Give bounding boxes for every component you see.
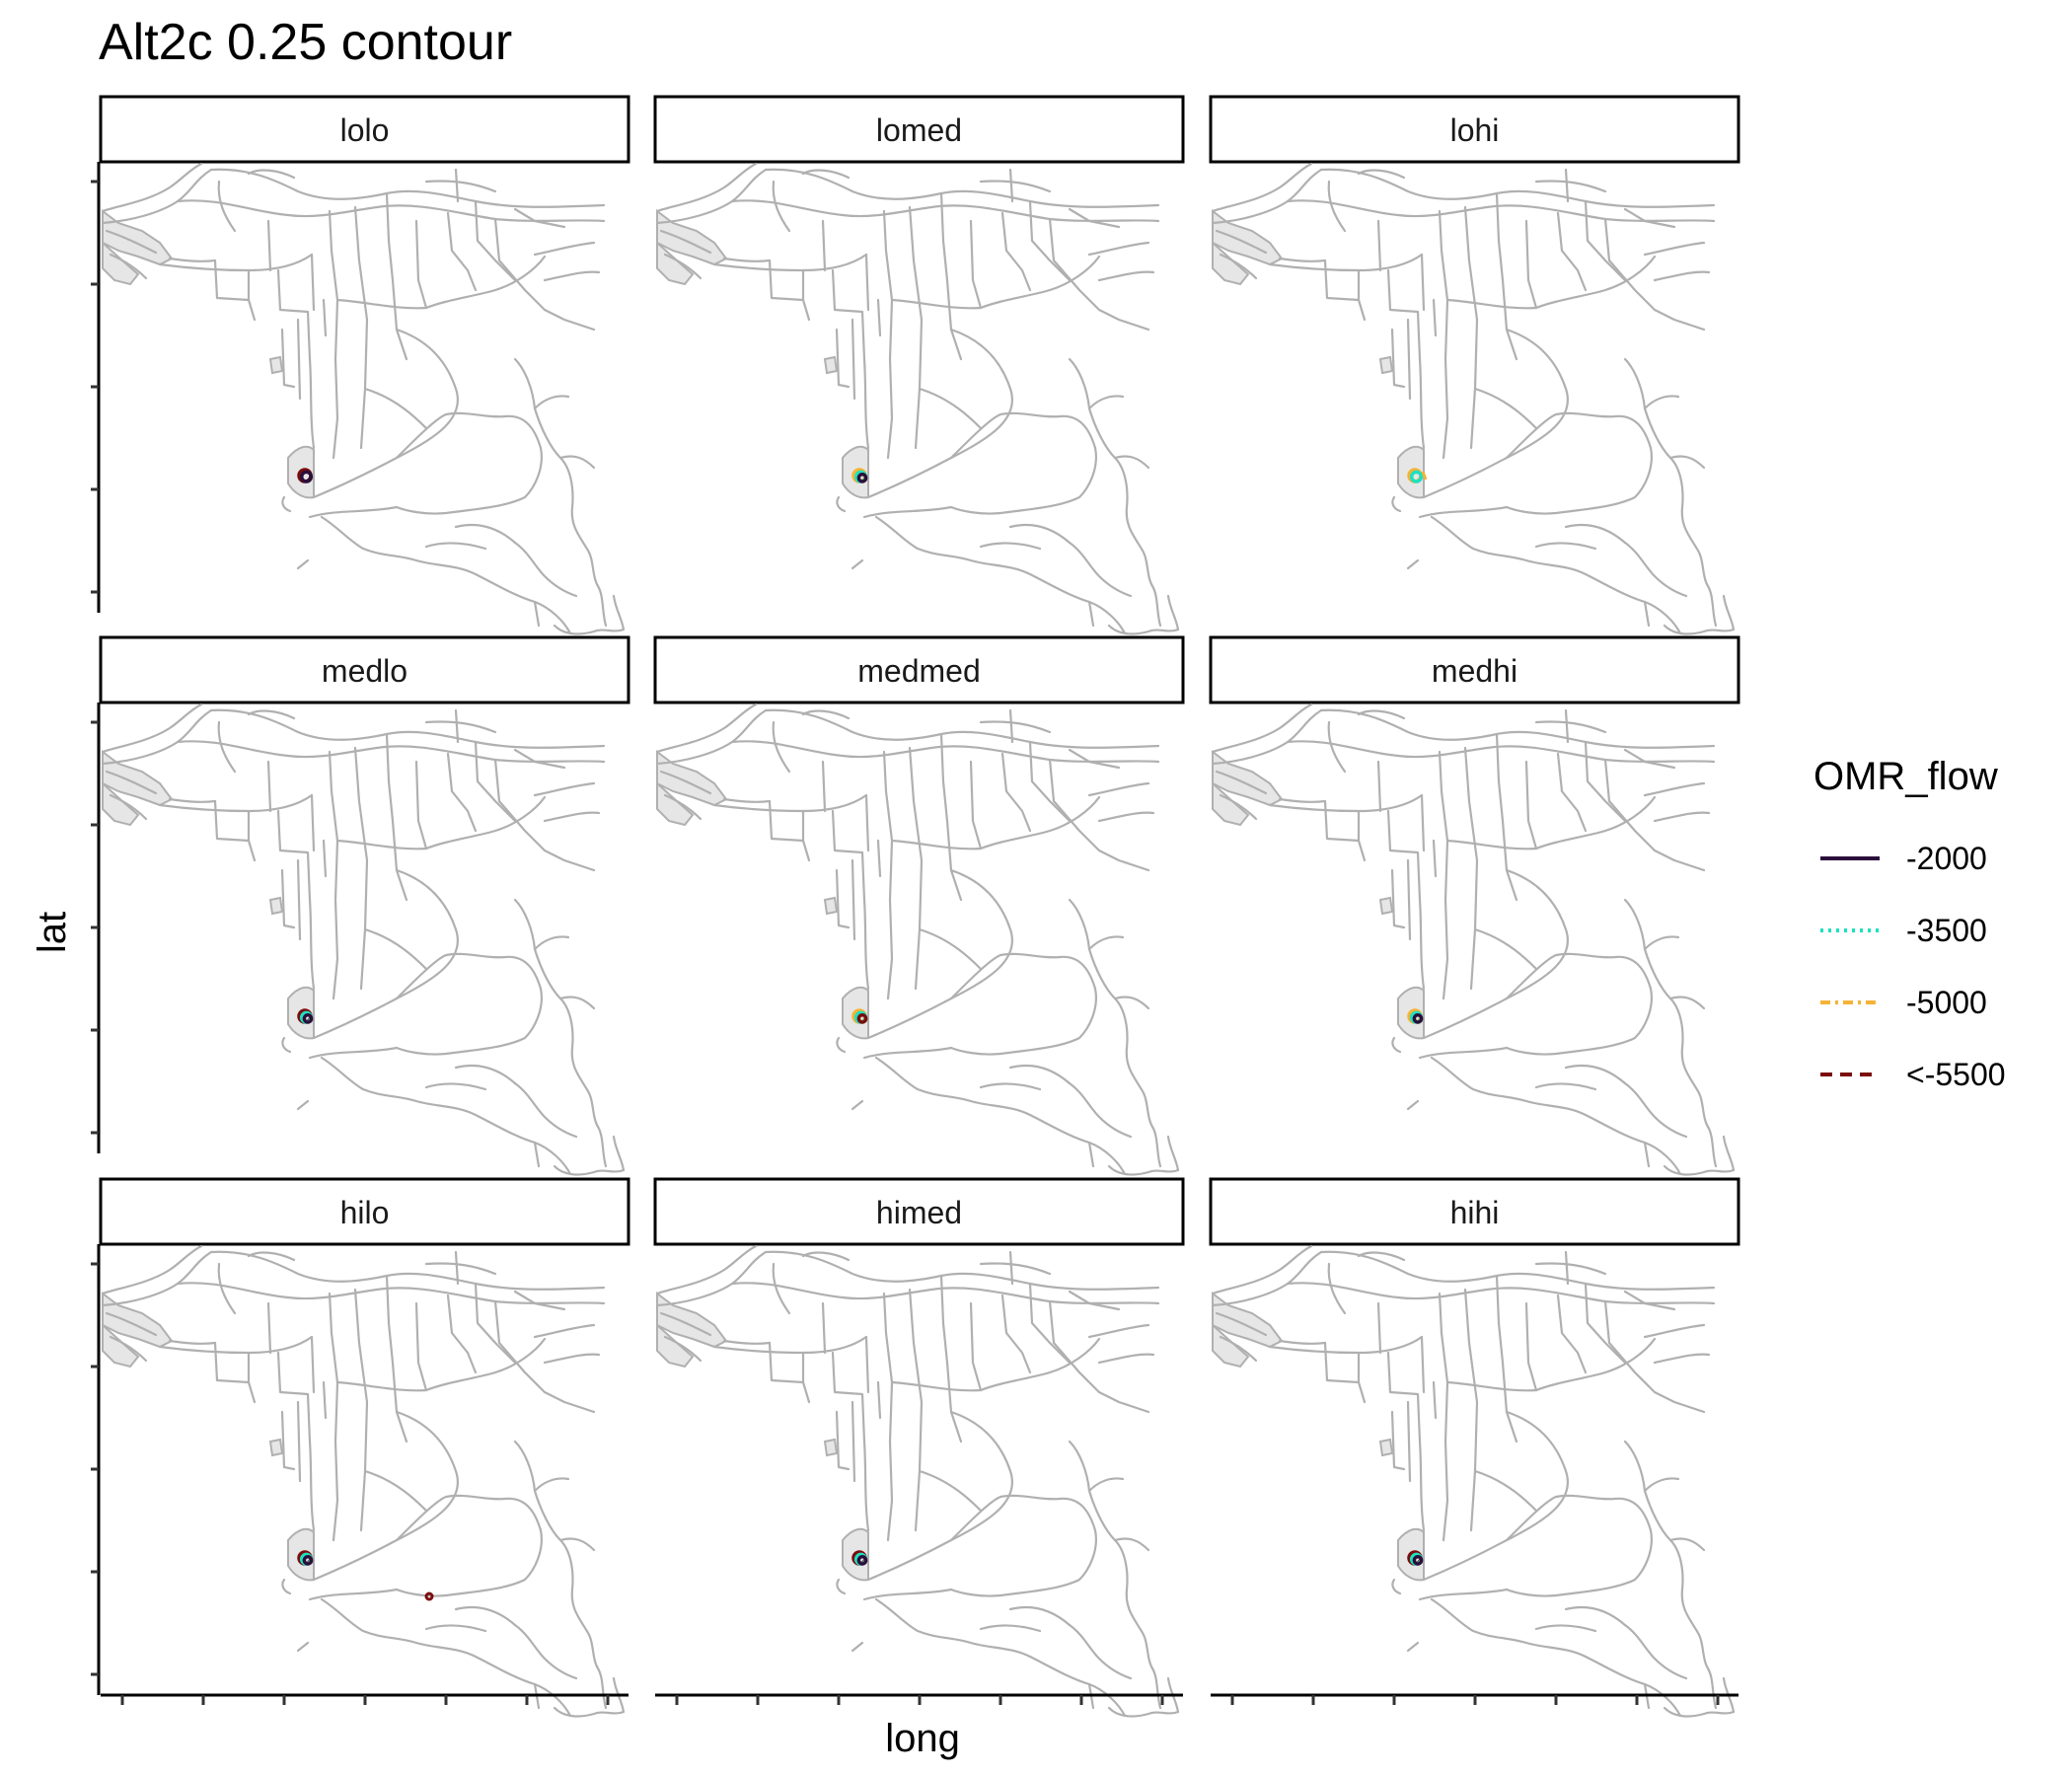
- facet-strip-label: lolo: [340, 112, 390, 148]
- legend-label: -3500: [1906, 913, 1987, 948]
- facet-panel: lohi: [1209, 95, 1740, 635]
- contour-mark: [856, 1013, 868, 1024]
- contour-mark: [1409, 470, 1424, 483]
- facet-strip-label: himed: [876, 1195, 962, 1230]
- facet-strip-label: lohi: [1450, 112, 1500, 148]
- facet-strip-label: lomed: [876, 112, 962, 148]
- facet-strip-label: medlo: [322, 653, 407, 689]
- legend-label: <-5500: [1906, 1057, 2006, 1092]
- delta-basemap: [1211, 162, 1736, 635]
- contour-mark: [299, 470, 314, 483]
- contour-mark: [302, 1013, 314, 1024]
- contour-mark: [1412, 1555, 1424, 1566]
- facet-strip-label: medmed: [857, 653, 981, 689]
- facet-strip: [99, 635, 630, 704]
- facet-panel: medlo: [91, 635, 630, 1176]
- delta-basemap: [655, 162, 1180, 635]
- delta-basemap: [1211, 1244, 1736, 1718]
- delta-basemap: [101, 703, 626, 1176]
- contour-mark: [856, 1555, 868, 1566]
- facet-panel: medhi: [1209, 635, 1740, 1176]
- legend-title: OMR_flow: [1813, 755, 1998, 798]
- facet-strip: [1209, 635, 1740, 704]
- facet-panel: hilo: [91, 1177, 630, 1718]
- legend-label: -5000: [1906, 985, 1987, 1020]
- facet-strip: [1209, 95, 1740, 164]
- facet-panel: lomed: [653, 95, 1185, 635]
- legend: OMR_flow -2000 -3500 -5000 <-5500: [1813, 755, 2006, 1092]
- contour-mark: [856, 473, 868, 483]
- facet-panel: medmed: [653, 635, 1185, 1176]
- contour-mark: [1421, 471, 1428, 481]
- facet-strip-label: hihi: [1450, 1195, 1500, 1230]
- delta-basemap: [101, 1244, 626, 1718]
- legend-label: -2000: [1906, 841, 1987, 876]
- x-axis-title: long: [885, 1717, 960, 1760]
- contour-mark: [424, 1591, 434, 1601]
- contour-mark: [1412, 1013, 1424, 1024]
- facet-strip: [1209, 1177, 1740, 1246]
- y-axis-title: lat: [31, 912, 74, 953]
- facet-strip-label: medhi: [1432, 653, 1517, 689]
- contour-mark: [302, 1555, 314, 1566]
- facet-strip: [99, 95, 630, 164]
- facet-strip-label: hilo: [340, 1195, 390, 1230]
- chart-title: Alt2c 0.25 contour: [99, 14, 512, 71]
- delta-basemap: [655, 703, 1180, 1176]
- facet-panels: lolo lomed lohi medlo medmed medhi hilo himed hi…: [91, 95, 1740, 1718]
- delta-basemap: [101, 162, 626, 635]
- delta-basemap: [655, 1244, 1180, 1718]
- facet-strip: [653, 1177, 1185, 1246]
- facet-panel: himed: [653, 1177, 1185, 1718]
- facet-panel: hihi: [1209, 1177, 1740, 1718]
- facet-strip: [653, 95, 1185, 164]
- delta-basemap: [1211, 703, 1736, 1176]
- facet-strip: [99, 1177, 630, 1246]
- facet-panel: lolo: [91, 95, 630, 635]
- legend-entries: -2000 -3500 -5000 <-5500: [1820, 841, 2006, 1092]
- facet-strip: [653, 635, 1185, 704]
